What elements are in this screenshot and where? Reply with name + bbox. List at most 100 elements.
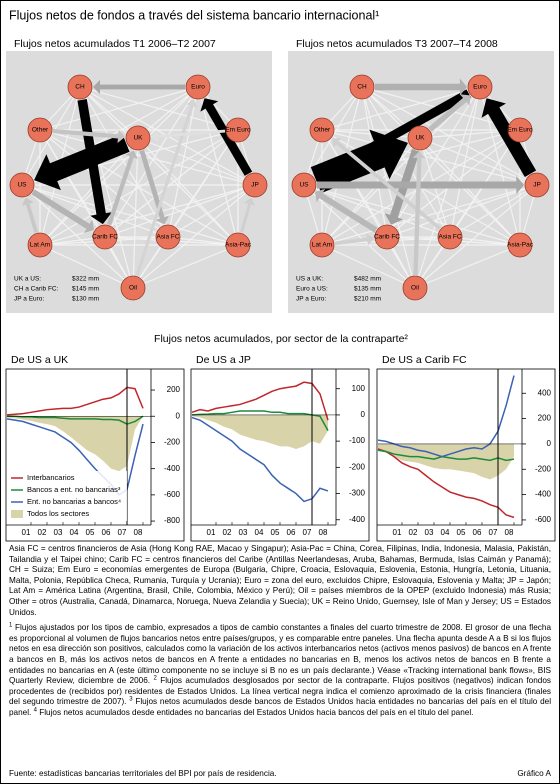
background-link — [414, 184, 538, 289]
node-label: UK — [133, 135, 143, 142]
line — [7, 415, 144, 425]
node-label: Other — [32, 127, 49, 134]
footnote-text: Flujos netos acumulados desde entidades … — [39, 707, 474, 717]
area — [192, 414, 328, 449]
background-link — [361, 86, 451, 238]
chart-title: De US a Carib FC — [382, 354, 467, 366]
node-label: Other — [314, 127, 331, 134]
background-link — [414, 244, 521, 289]
node — [524, 172, 550, 198]
node — [437, 224, 463, 250]
node-label: CH — [75, 84, 85, 91]
node — [185, 74, 211, 100]
legend-swatch — [11, 510, 23, 518]
background-link — [321, 244, 416, 289]
x-tick-label: 08 — [134, 528, 143, 537]
background-link — [321, 184, 538, 246]
footnote-mark: 3 — [129, 696, 133, 703]
node — [309, 232, 335, 258]
node — [467, 74, 493, 100]
node-label: Euro — [473, 84, 487, 91]
annotation-label: CH a Carib FC: — [14, 286, 59, 293]
flow-arrow — [315, 188, 378, 233]
background-link — [303, 184, 451, 238]
y-tick-label: -400 — [164, 464, 181, 473]
footnotes: 1 Flujos ajustados por los tipos de camb… — [9, 622, 551, 718]
x-tick-label: 01 — [22, 528, 31, 537]
node — [407, 125, 433, 151]
x-tick-label: 03 — [239, 528, 248, 537]
x-tick-label: 07 — [489, 528, 498, 537]
annotation-amount: $210 mm — [354, 296, 381, 303]
node — [507, 232, 533, 258]
y-tick-label: 400 — [538, 388, 552, 397]
legend-label: Bancos a ent. no bancarias³ — [27, 485, 121, 494]
background-link — [21, 184, 239, 246]
line — [191, 410, 329, 432]
legend-label: Ent. no bancarias a bancos⁴ — [27, 497, 121, 506]
flow-arrow — [412, 150, 426, 276]
background-link — [321, 86, 481, 131]
background-link — [21, 184, 169, 238]
background-link — [303, 184, 416, 289]
area — [378, 443, 514, 480]
node-label: Asia FC — [156, 234, 179, 241]
x-tick-label: 06 — [287, 528, 296, 537]
flow-arrow — [52, 128, 126, 143]
x-tick-label: 02 — [409, 528, 418, 537]
node — [225, 117, 251, 143]
node-label: UK — [415, 135, 425, 142]
y-tick-label: -400 — [349, 515, 366, 524]
background-link — [79, 86, 169, 238]
node — [291, 172, 317, 198]
chart-frame — [190, 368, 370, 542]
node-label: Lat Am — [30, 242, 50, 249]
footnote-text: Flujos acumulados desglosados por sector… — [9, 676, 551, 707]
node — [349, 74, 375, 100]
annotation-label: US a UK: — [296, 276, 323, 283]
x-tick-label: 04 — [70, 528, 79, 537]
line — [377, 375, 515, 458]
node-label: Em Euro — [225, 127, 251, 134]
background-link — [167, 184, 256, 238]
flow-arrow — [150, 129, 226, 142]
section-title: Flujos netos acumulados, por sector de l… — [154, 333, 408, 345]
annotation-label: UK a US: — [14, 276, 41, 283]
y-tick-label: -400 — [535, 490, 552, 499]
glossary: Asia FC = centros financieros de Asia (H… — [9, 544, 551, 617]
background-link — [39, 86, 199, 131]
background-link — [321, 86, 481, 246]
legend-label: Todos los sectores — [27, 509, 89, 518]
background-link — [419, 137, 521, 246]
y-tick-label: -600 — [535, 515, 552, 524]
footnote-mark: 4 — [33, 707, 37, 714]
legend-label: Interbancarios — [27, 473, 75, 482]
footer: Fuente: estadísticas bancarias territori… — [9, 769, 551, 778]
flow-arrow — [93, 79, 185, 95]
flow-arrow — [331, 138, 442, 231]
node — [155, 224, 181, 250]
y-tick-label: -200 — [164, 438, 181, 447]
x-tick-label: 07 — [303, 528, 312, 537]
x-tick-label: 06 — [473, 528, 482, 537]
y-tick-label: -300 — [349, 489, 366, 498]
background-link — [321, 129, 421, 139]
y-tick-label: -600 — [164, 490, 181, 499]
annotation-amount: $135 mm — [354, 286, 381, 293]
flow-arrow — [77, 99, 113, 225]
background-link — [39, 129, 256, 186]
y-tick-label: 200 — [167, 385, 181, 394]
node — [309, 117, 335, 143]
background-link — [321, 129, 538, 186]
y-tick-label: 0 — [176, 411, 181, 420]
flow-arrow — [240, 197, 256, 233]
node-label: Asia-Pac — [507, 242, 534, 249]
flow-arrow — [481, 98, 537, 178]
node-label: JP — [251, 182, 259, 189]
node — [92, 224, 118, 250]
panel-title: Flujos netos acumulados T3 2007–T4 2008 — [296, 38, 498, 50]
node — [242, 172, 268, 198]
x-tick-label: 07 — [118, 528, 127, 537]
background-link — [39, 129, 134, 289]
flow-arrow — [31, 189, 94, 234]
